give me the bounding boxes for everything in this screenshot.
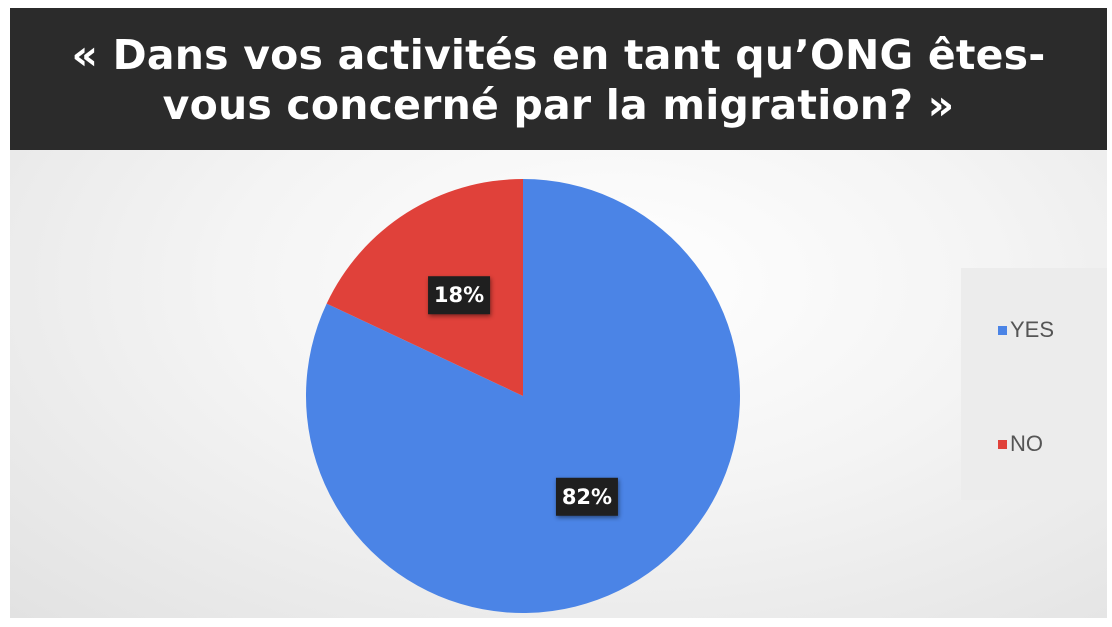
legend-item-yes: YES	[998, 317, 1054, 343]
pie-chart: 82% 18%	[306, 179, 740, 613]
slide: « Dans vos activités en tant qu’ONG êtes…	[10, 8, 1107, 618]
chart-title: « Dans vos activités en tant qu’ONG êtes…	[71, 31, 1046, 129]
legend: YES NO	[961, 268, 1107, 500]
legend-label-yes: YES	[1010, 317, 1055, 342]
legend-swatch-yes	[998, 325, 1007, 335]
data-label-text-yes: 82%	[562, 485, 612, 509]
legend-label-no: NO	[1010, 431, 1043, 456]
data-label-no: 18%	[428, 276, 491, 315]
legend-item-no: NO	[998, 431, 1043, 457]
data-label-yes: 82%	[555, 477, 618, 516]
data-label-text-no: 18%	[434, 283, 484, 307]
pie-slice-no	[326, 179, 523, 396]
legend-swatch-no	[998, 439, 1007, 449]
title-bar: « Dans vos activités en tant qu’ONG êtes…	[10, 8, 1107, 150]
data-label-box-yes	[555, 477, 618, 516]
data-label-box-no	[428, 276, 491, 315]
